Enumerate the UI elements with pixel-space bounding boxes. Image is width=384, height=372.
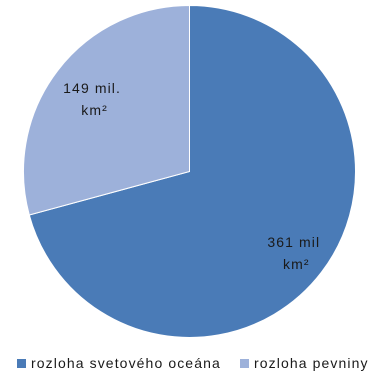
- data-label-land: 149 mil. km²: [63, 80, 126, 118]
- legend-label-ocean: rozloha svetového oceána: [31, 355, 221, 371]
- pie-slice-ocean: [28, 4, 356, 338]
- data-label-ocean-line-2: km²: [283, 256, 310, 272]
- legend-swatch-land: [240, 358, 249, 368]
- legend-item-land: rozloha pevniny: [240, 354, 369, 372]
- legend: rozloha svetového oceána rozloha pevniny: [0, 354, 384, 372]
- data-label-land-line-1: 149 mil.: [63, 80, 121, 96]
- legend-item-ocean: rozloha svetového oceána: [17, 354, 221, 372]
- legend-swatch-ocean: [17, 358, 26, 368]
- data-label-ocean: 361 mil km²: [267, 234, 325, 272]
- pie-chart: 361 mil km² 149 mil. km²: [23, 4, 356, 338]
- pie-slice-land: [23, 4, 190, 216]
- legend-label-land: rozloha pevniny: [254, 355, 369, 371]
- data-label-ocean-line-1: 361 mil: [267, 234, 320, 250]
- data-label-land-line-2: km²: [81, 102, 108, 118]
